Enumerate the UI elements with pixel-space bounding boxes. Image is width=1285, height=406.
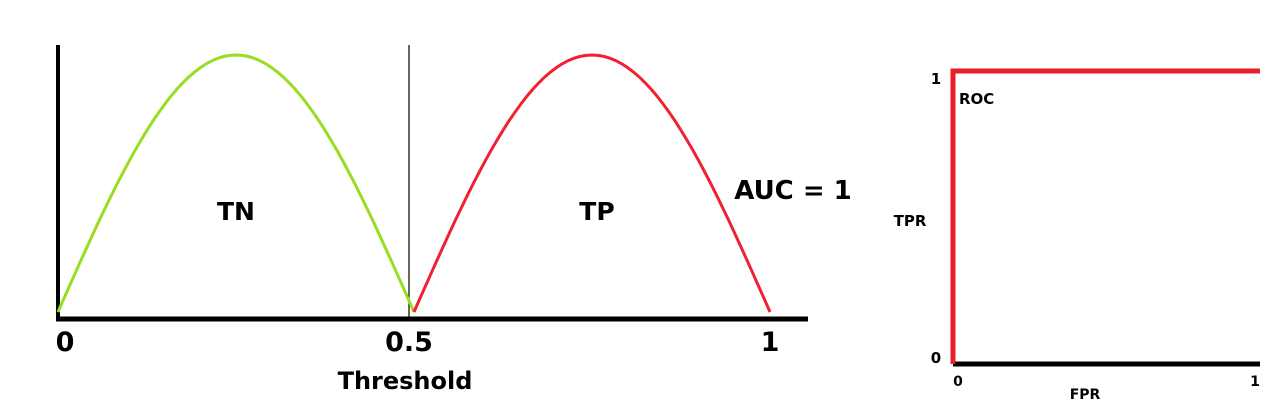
roc-y-axis-title: TPR <box>894 212 927 230</box>
threshold-axis-title: Threshold <box>338 367 473 395</box>
threshold-tick-0: 0 <box>56 327 75 358</box>
roc-y-tick-0: 0 <box>931 349 941 367</box>
roc-y-tick-1: 1 <box>931 70 941 88</box>
roc-x-tick-1: 1 <box>1250 374 1260 390</box>
roc-x-axis-title: FPR <box>1070 387 1101 403</box>
tp-label: TP <box>579 197 614 226</box>
tn-label: TN <box>217 197 255 226</box>
tn-curve <box>56 53 416 313</box>
tp-curve <box>412 53 772 313</box>
threshold-tick-1: 1 <box>761 327 780 358</box>
threshold-tick-0.5: 0.5 <box>385 327 433 358</box>
roc-x-tick-0: 0 <box>953 374 963 390</box>
roc-title: ROC <box>959 90 994 108</box>
auc-label: AUC = 1 <box>734 176 852 206</box>
roc-curve <box>950 68 1260 364</box>
